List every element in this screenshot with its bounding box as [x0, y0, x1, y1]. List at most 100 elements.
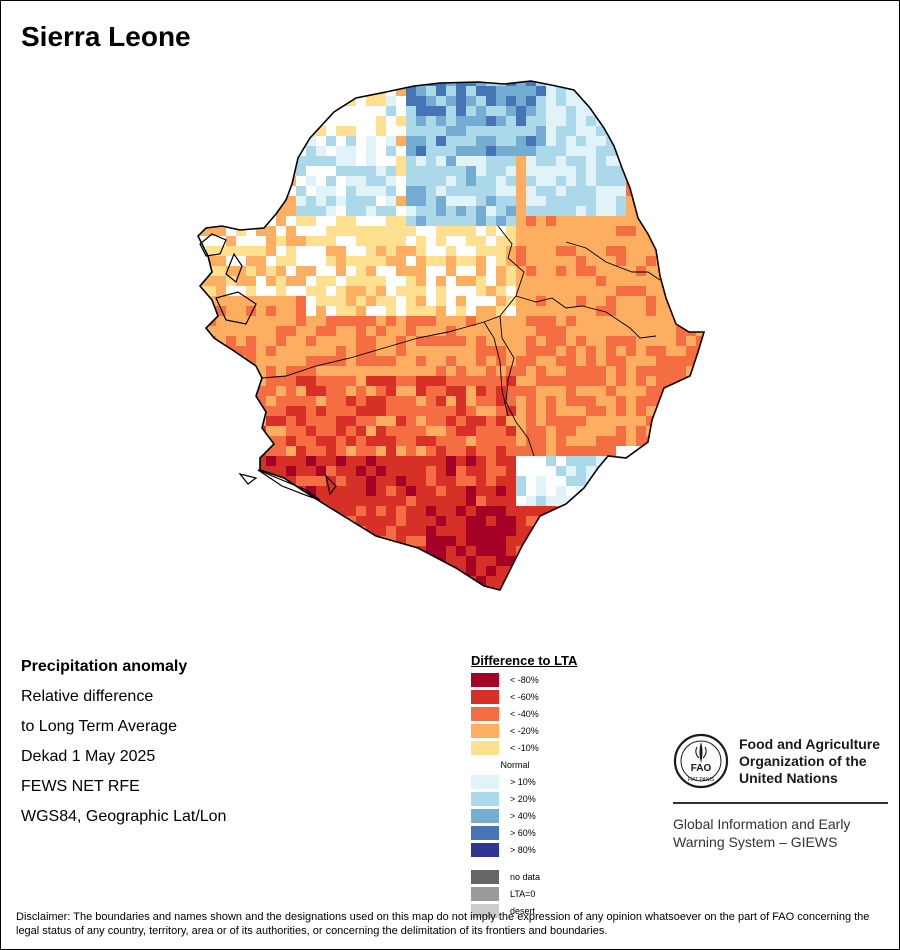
anomaly-cell [446, 166, 457, 177]
anomaly-cell [296, 306, 307, 317]
anomaly-cell [546, 456, 557, 467]
anomaly-cell [516, 496, 527, 507]
anomaly-cell [226, 556, 237, 567]
anomaly-cell [666, 516, 677, 527]
anomaly-cell [366, 496, 377, 507]
anomaly-cell [286, 536, 297, 547]
anomaly-cell [236, 196, 247, 207]
anomaly-cell [446, 336, 457, 347]
anomaly-cell [376, 326, 387, 337]
anomaly-cell [386, 296, 397, 307]
anomaly-cell [706, 576, 716, 587]
anomaly-cell [466, 246, 477, 257]
anomaly-cell [576, 566, 587, 577]
anomaly-cell [216, 196, 227, 207]
anomaly-cell [426, 326, 437, 337]
anomaly-cell [516, 596, 527, 601]
anomaly-cell [586, 306, 597, 317]
anomaly-cell [526, 146, 537, 157]
anomaly-cell [326, 236, 337, 247]
anomaly-cell [626, 286, 637, 297]
anomaly-cell [586, 516, 597, 527]
anomaly-cell [198, 196, 207, 207]
anomaly-cell [236, 286, 247, 297]
anomaly-cell [606, 106, 617, 117]
anomaly-cell [226, 526, 237, 537]
anomaly-cell [666, 256, 677, 267]
anomaly-cell [246, 586, 257, 590]
anomaly-cell [256, 516, 267, 527]
anomaly-cell [416, 406, 427, 417]
anomaly-cell [626, 376, 637, 387]
anomaly-cell [306, 306, 317, 317]
anomaly-cell [436, 226, 447, 237]
anomaly-cell [396, 456, 407, 467]
anomaly-cell [226, 276, 237, 287]
anomaly-cell [266, 576, 277, 587]
anomaly-cell [506, 356, 517, 367]
anomaly-cell [666, 576, 677, 587]
anomaly-cell [256, 86, 267, 97]
anomaly-cell [206, 506, 217, 517]
anomaly-cell [556, 476, 567, 487]
anomaly-cell [286, 596, 297, 601]
anomaly-cell [426, 276, 437, 287]
anomaly-cell [356, 166, 367, 177]
anomaly-cell [656, 496, 667, 507]
anomaly-cell [676, 146, 687, 157]
anomaly-cell [626, 156, 637, 167]
legend-extra-classes: no data LTA=0 desert [471, 869, 671, 920]
anomaly-cell [606, 166, 617, 177]
map-info: Precipitation anomaly Relative differenc… [21, 657, 226, 837]
anomaly-cell [616, 266, 627, 277]
anomaly-cell [376, 596, 387, 601]
anomaly-cell [406, 586, 417, 590]
anomaly-cell [526, 506, 537, 517]
anomaly-cell [546, 236, 557, 247]
anomaly-cell [386, 176, 397, 187]
anomaly-cell [616, 356, 627, 367]
anomaly-cell [326, 566, 337, 577]
anomaly-cell [496, 176, 507, 187]
anomaly-cell [486, 246, 497, 257]
anomaly-cell [236, 186, 247, 197]
anomaly-cell [666, 546, 677, 557]
anomaly-cell [646, 186, 657, 197]
anomaly-cell [356, 416, 367, 427]
anomaly-cell [586, 336, 597, 347]
anomaly-cell [676, 116, 687, 127]
anomaly-cell [486, 146, 497, 157]
anomaly-cell [536, 236, 547, 247]
anomaly-cell [426, 366, 437, 377]
anomaly-cell [656, 306, 667, 317]
anomaly-cell [436, 516, 447, 527]
anomaly-cell [616, 496, 627, 507]
anomaly-cell [306, 526, 317, 537]
anomaly-cell [606, 506, 617, 517]
anomaly-cell [416, 286, 427, 297]
anomaly-cell [466, 136, 477, 147]
anomaly-cell [376, 476, 387, 487]
anomaly-cell [566, 266, 577, 277]
anomaly-cell [336, 316, 347, 327]
anomaly-cell [266, 326, 277, 337]
anomaly-cell [376, 306, 387, 317]
anomaly-cell [656, 216, 667, 227]
anomaly-cell [556, 96, 567, 107]
anomaly-cell [406, 346, 417, 357]
anomaly-cell [336, 536, 347, 547]
anomaly-cell [446, 406, 457, 417]
anomaly-cell [616, 566, 627, 577]
anomaly-cell [246, 596, 257, 601]
anomaly-cell [246, 366, 257, 377]
anomaly-cell [506, 206, 517, 217]
anomaly-cell [256, 446, 267, 457]
anomaly-cell [536, 526, 547, 537]
anomaly-cell [556, 346, 567, 357]
anomaly-cell [576, 296, 587, 307]
anomaly-cell [646, 126, 657, 137]
anomaly-cell [516, 326, 527, 337]
anomaly-cell [666, 396, 677, 407]
anomaly-cell [276, 216, 287, 227]
anomaly-cell [326, 256, 337, 267]
